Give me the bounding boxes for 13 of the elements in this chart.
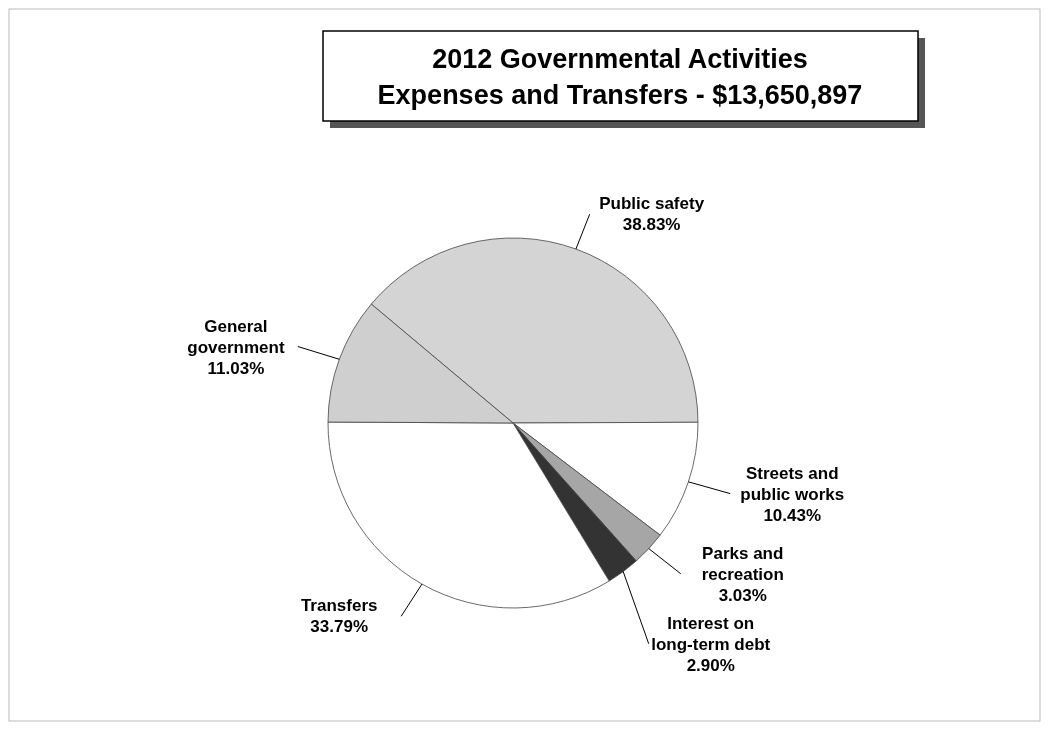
slice-label: Parks and recreation [701, 543, 784, 584]
data-label: 2.90% [686, 655, 735, 675]
data-label: 11.03% [207, 358, 265, 378]
data-label: 3.03% [718, 585, 767, 605]
chart-title: 2012 Governmental Activities Expenses and Transfers - $13,650,897 [377, 44, 863, 110]
data-label: 38.83% [622, 215, 681, 235]
slice-label: Streets and public works [740, 463, 845, 504]
slice-label: Interest on long-term debt [651, 613, 771, 654]
slice-label: Transfers [300, 596, 378, 616]
slice-label: Public safety [599, 194, 705, 214]
data-label: 33.79% [310, 617, 369, 637]
data-label: 10.43% [763, 505, 822, 525]
slice-label: General government [187, 316, 285, 357]
